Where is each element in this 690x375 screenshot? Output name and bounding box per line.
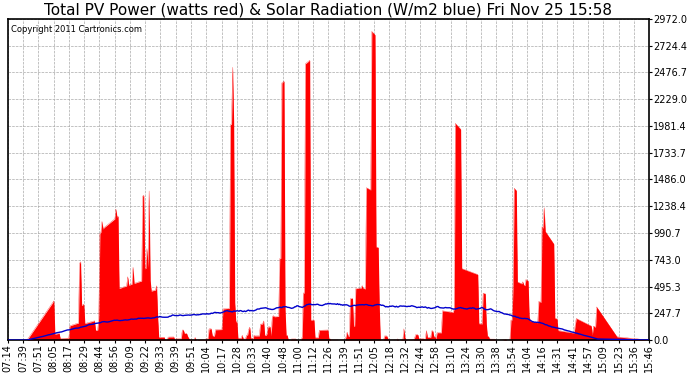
Title: Total PV Power (watts red) & Solar Radiation (W/m2 blue) Fri Nov 25 15:58: Total PV Power (watts red) & Solar Radia… [44,3,613,18]
Text: Copyright 2011 Cartronics.com: Copyright 2011 Cartronics.com [11,26,142,34]
